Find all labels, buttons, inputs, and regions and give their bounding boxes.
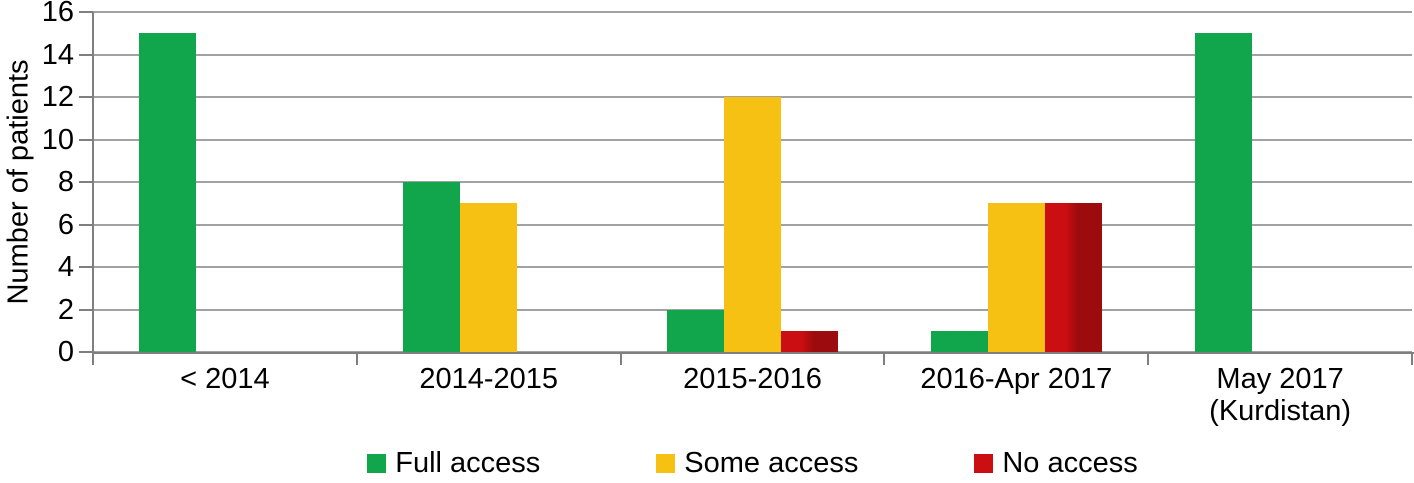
legend-label: No access	[1002, 447, 1138, 479]
x-axis-tick	[883, 354, 886, 365]
bar-some-access-2014-2015	[460, 203, 518, 352]
y-axis-tick	[79, 351, 93, 353]
y-tick-label-8: 8	[57, 166, 74, 198]
y-axis-tick	[79, 11, 93, 13]
category-label-2015-2016: 2015-2016	[683, 363, 822, 395]
gridline-y-16	[93, 11, 1412, 13]
category-label-may-2017-kurdistan: May 2017 (Kurdistan)	[1209, 363, 1351, 427]
plot-area	[93, 11, 1412, 353]
category-label-2014: < 2014	[180, 363, 270, 395]
bar-some-access-2016-apr-2017	[987, 203, 1045, 352]
legend-swatch-icon	[367, 453, 387, 473]
y-tick-label-4: 4	[57, 251, 74, 283]
bar-some-access-2015-2016	[724, 97, 781, 352]
y-tick-label-0: 0	[57, 336, 74, 368]
legend-swatch-icon	[974, 453, 994, 473]
bar-no-access-2015-2016	[781, 330, 838, 352]
y-tick-label-6: 6	[57, 208, 74, 241]
legend-item-no-access: No access	[974, 447, 1138, 479]
category-label-2014-2015: 2014-2015	[419, 363, 559, 395]
bar-full-access-may-2017-kurdistan	[1194, 33, 1252, 352]
x-axis-tick	[619, 354, 622, 365]
bar-full-access-2014-2015	[403, 182, 461, 352]
x-axis-tick	[92, 354, 94, 365]
x-axis-tick	[1147, 354, 1150, 365]
y-axis-tick	[79, 53, 93, 56]
y-axis-line	[92, 12, 94, 362]
y-tick-label-2: 2	[57, 293, 74, 326]
y-tick-label-16: 16	[41, 0, 74, 28]
y-tick-label-14: 14	[41, 38, 74, 71]
legend-label: Some access	[684, 447, 859, 479]
bar-full-access-2014	[139, 33, 197, 352]
gridline-y-14	[93, 53, 1412, 56]
x-axis-tick	[355, 354, 358, 365]
x-axis-labels: < 2014 2014-2015 2015-2016 2016-Apr 2017 May…	[93, 363, 1412, 427]
y-tick-label-12: 12	[41, 81, 74, 113]
y-axis-tick	[79, 223, 93, 226]
x-axis-tick	[1411, 354, 1413, 365]
y-axis-tick	[79, 96, 93, 98]
legend-item-full-access: Full access	[367, 448, 540, 478]
legend: Full access Some access No access	[93, 448, 1412, 478]
y-axis-tick	[79, 138, 93, 141]
legend-item-some-access: Some access	[656, 448, 858, 478]
y-axis-tick	[79, 308, 93, 311]
y-tick-label-10: 10	[41, 123, 74, 156]
category-label-2016-apr-2017: 2016-Apr 2017	[920, 363, 1113, 395]
bar-full-access-2015-2016	[667, 309, 724, 352]
legend-swatch-icon	[656, 453, 676, 473]
x-axis-line	[92, 352, 1414, 354]
bar-full-access-2016-apr-2017	[930, 330, 988, 352]
legend-label: Full access	[395, 447, 541, 479]
y-axis-tick	[79, 181, 93, 183]
bar-no-access-2016-apr-2017	[1044, 203, 1102, 352]
y-axis-tick	[79, 266, 93, 268]
